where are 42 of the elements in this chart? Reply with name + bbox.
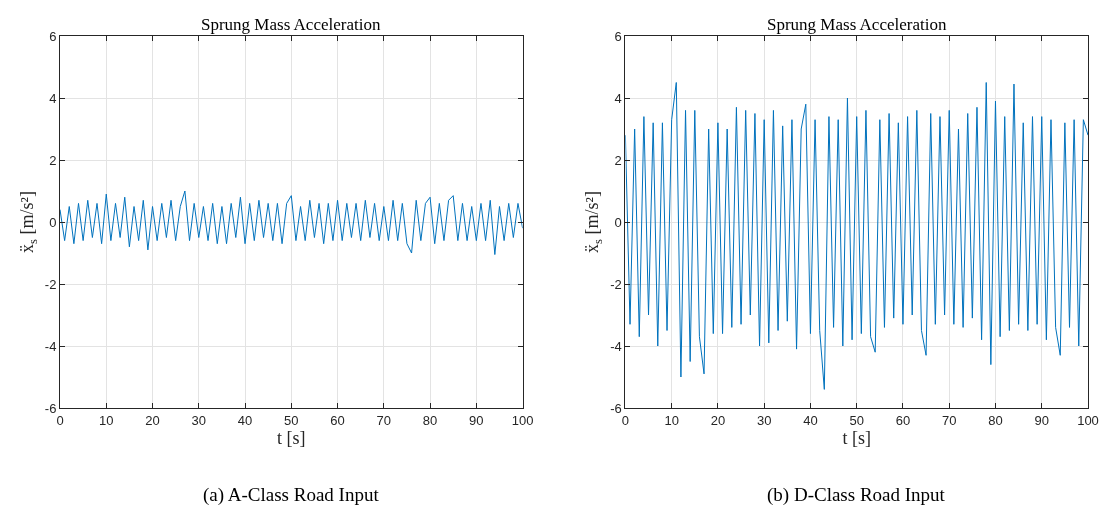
- x-tick-label: 90: [469, 412, 484, 428]
- y-tick-label: 4: [49, 90, 57, 106]
- y-tick-label: 0: [614, 214, 622, 230]
- x-tick-label: 30: [191, 412, 207, 428]
- y-tick-label: -4: [610, 338, 622, 354]
- y-tick-label: -6: [610, 400, 622, 416]
- x-tick-label: 50: [284, 412, 299, 428]
- x-tick-label: 10: [664, 412, 679, 428]
- y-tick-label: 4: [614, 90, 622, 106]
- y-tick-label: 6: [49, 28, 57, 44]
- y-tick-label: 2: [614, 152, 622, 168]
- x-axis-title: t [s]: [842, 427, 871, 448]
- x-tick-label: 40: [237, 412, 253, 428]
- x-tick-label: 90: [1034, 412, 1049, 428]
- x-tick-label: 80: [988, 412, 1003, 428]
- x-tick-label: 70: [941, 412, 957, 428]
- x-tick-label: 20: [145, 412, 160, 428]
- x-tick-label: 100: [1077, 412, 1099, 428]
- x-tick-label: 60: [895, 412, 911, 428]
- y-tick-label: -2: [44, 276, 57, 292]
- y-tick-label: -4: [44, 338, 57, 354]
- y-tick-label: -6: [44, 400, 57, 416]
- x-tick-label: 20: [710, 412, 726, 428]
- chart-title: Sprung Mass Acceleration: [767, 15, 947, 34]
- text: (a) A-Class Road Input: [203, 484, 380, 506]
- line-series: [625, 82, 1088, 390]
- chart-title: Sprung Mass Acceleration: [201, 15, 381, 34]
- text: (b) D-Class Road Input: [767, 484, 946, 506]
- y-tick-label: 6: [614, 28, 622, 44]
- x-tick-label: 100: [511, 412, 534, 428]
- y-tick-label: 0: [49, 214, 57, 230]
- line-series: [60, 190, 523, 256]
- x-tick-label: 70: [376, 412, 392, 428]
- x-tick-label: 30: [756, 412, 772, 428]
- y-tick-label: 2: [49, 152, 57, 168]
- x-tick-label: 50: [849, 412, 864, 428]
- x-tick-label: 10: [99, 412, 114, 428]
- x-tick-label: 60: [330, 412, 345, 428]
- x-axis-title: t [s]: [277, 427, 306, 448]
- y-tick-label: -2: [610, 276, 622, 292]
- x-tick-label: 80: [422, 412, 438, 428]
- x-tick-label: 40: [803, 412, 818, 428]
